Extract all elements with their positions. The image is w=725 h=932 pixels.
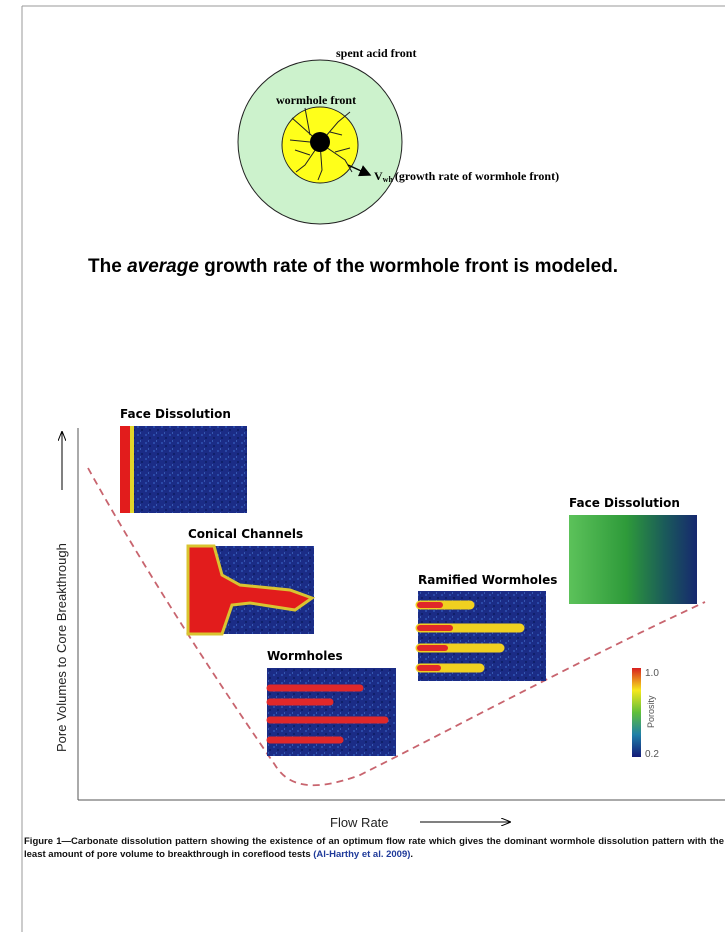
top-diagram: spent acid front wormhole front Vwh(grow… <box>238 46 559 224</box>
page: {"top_diagram": {"outer_label": "spent a… <box>0 0 725 932</box>
inner-label: wormhole front <box>276 93 356 107</box>
panel-title: Face Dissolution <box>569 496 680 510</box>
panel-image <box>120 426 247 513</box>
panel-image <box>569 515 697 604</box>
velocity-label: Vwh(growth rate of wormhole front) <box>374 169 559 184</box>
colorbar-bottom: 0.2 <box>645 749 659 760</box>
canvas: spent acid front wormhole front Vwh(grow… <box>0 0 725 932</box>
caption-end: . <box>410 849 413 860</box>
velocity-description: (growth rate of wormhole front) <box>395 169 559 183</box>
x-axis-label: Flow Rate <box>330 815 389 830</box>
colorbar-top: 1.0 <box>645 668 659 679</box>
wellbore <box>310 132 330 152</box>
colorbar <box>632 668 641 757</box>
y-axis-label: Pore Volumes to Core Breakthrough <box>54 543 69 752</box>
heading-end: growth rate of the wormhole front is mod… <box>199 256 618 277</box>
figure: Pore Volumes to Core Breakthrough Flow R… <box>54 407 725 830</box>
velocity-symbol: V <box>374 169 383 183</box>
panel-title: Face Dissolution <box>120 407 231 421</box>
heading-emphasis: average <box>127 256 199 277</box>
panel-title: Ramified Wormholes <box>418 573 557 587</box>
dissolved-edge <box>130 426 134 513</box>
panel-title: Conical Channels <box>188 527 303 541</box>
panel-title: Wormholes <box>267 649 343 663</box>
citation: (Al-Harthy et al. 2009) <box>313 849 410 860</box>
heading-start: The <box>88 256 127 277</box>
colorbar-label: Porosity <box>646 695 656 728</box>
velocity-subscript: wh <box>383 175 394 184</box>
heading: The average growth rate of the wormhole … <box>88 256 618 277</box>
caption: Figure 1—Carbonate dissolution pattern s… <box>24 835 724 861</box>
outer-label: spent acid front <box>336 46 416 60</box>
